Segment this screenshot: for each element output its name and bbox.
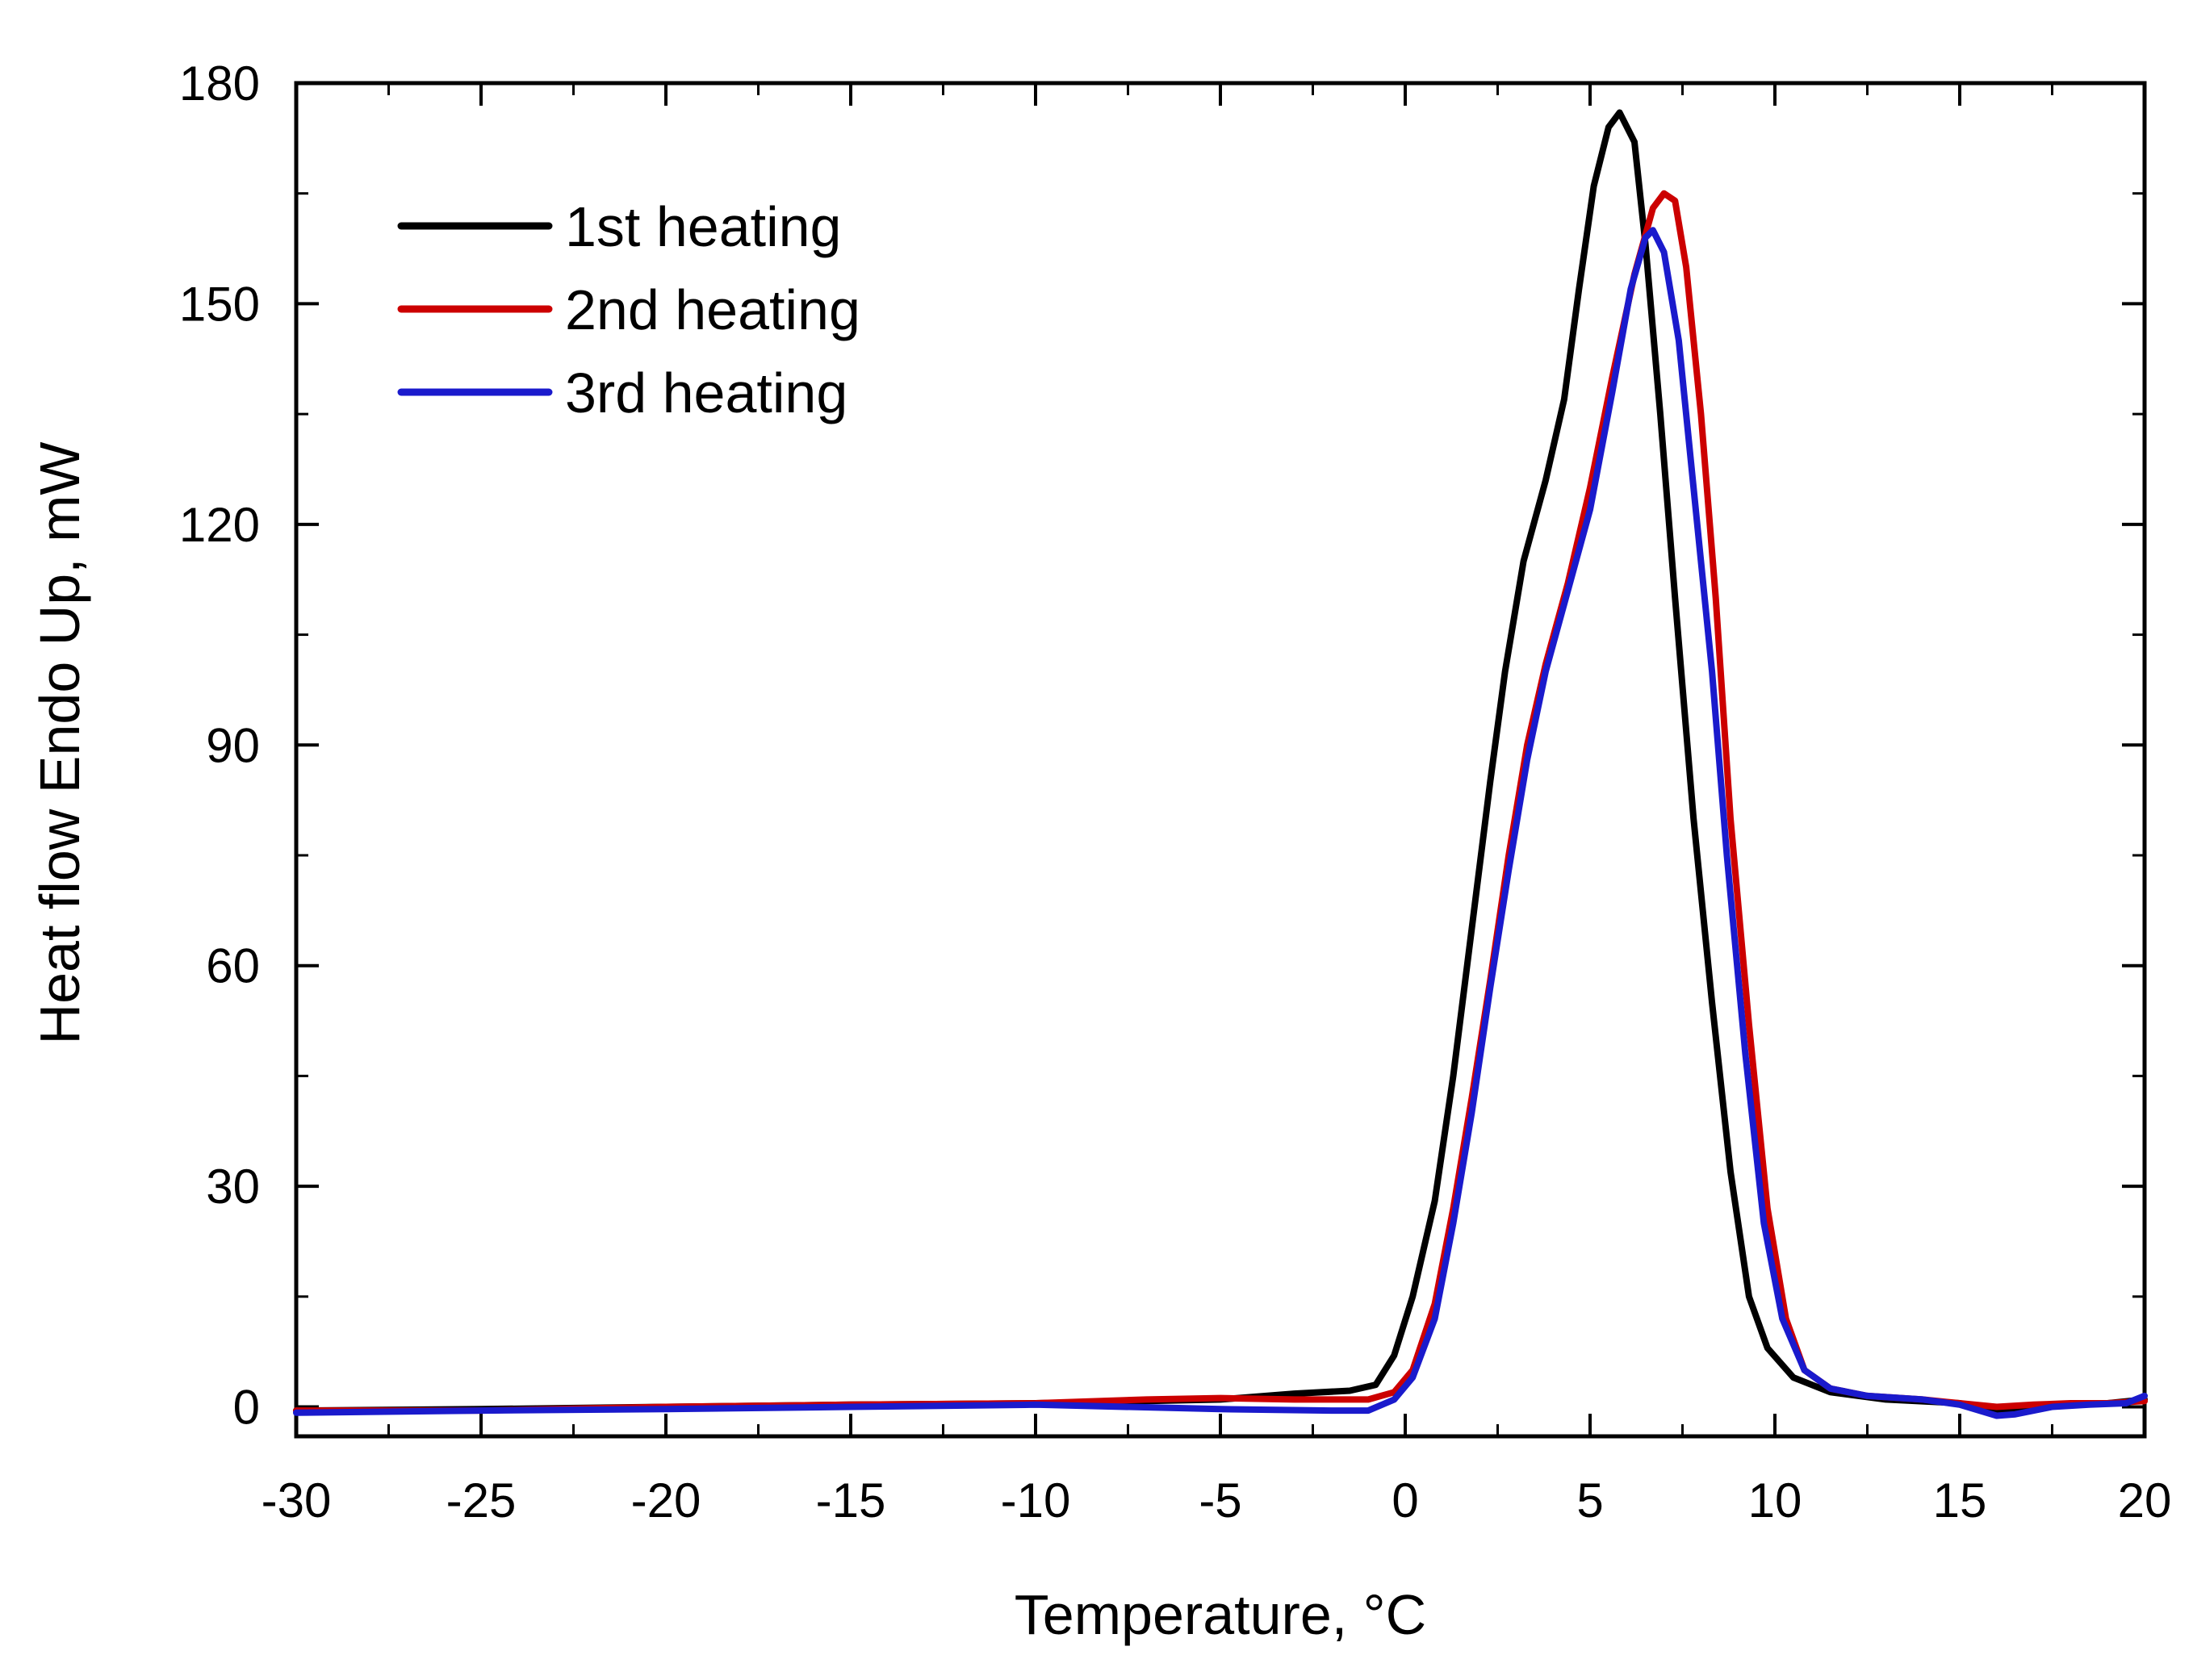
y-tick-label: 90 — [206, 718, 260, 772]
x-tick-label: 10 — [1748, 1473, 1802, 1527]
y-tick-label: 150 — [179, 277, 260, 331]
x-tick-label: -30 — [262, 1473, 332, 1527]
x-tick-label: 5 — [1576, 1473, 1603, 1527]
y-tick-label: 120 — [179, 498, 260, 552]
x-tick-label: -25 — [446, 1473, 517, 1527]
y-tick-label: 180 — [179, 56, 260, 111]
y-tick-label: 30 — [206, 1160, 260, 1214]
y-tick-label: 0 — [233, 1381, 260, 1435]
y-tick-label: 60 — [206, 939, 260, 993]
x-tick-label: 0 — [1392, 1473, 1418, 1527]
x-tick-label: 15 — [1933, 1473, 1987, 1527]
legend-label-1: 1st heating — [565, 195, 841, 258]
x-axis-title: Temperature, °C — [1015, 1583, 1426, 1646]
legend-label-2: 2nd heating — [565, 278, 860, 341]
x-tick-label: -5 — [1199, 1473, 1241, 1527]
y-axis-ticks — [296, 81, 2145, 1409]
x-axis-tick-labels: -30 -25 -20 -15 -10 -5 0 5 10 15 20 — [262, 1473, 2172, 1527]
series-layer — [293, 109, 2148, 1419]
y-axis-title: Heat flow Endo Up, mW — [28, 442, 91, 1045]
x-tick-label: 20 — [2118, 1473, 2172, 1527]
x-tick-label: -10 — [1001, 1473, 1071, 1527]
y-axis-tick-labels: 0 30 60 90 120 150 180 — [179, 56, 260, 1435]
x-axis-ticks — [295, 83, 2146, 1436]
x-tick-label: -20 — [631, 1473, 701, 1527]
legend-label-3: 3rd heating — [565, 361, 847, 424]
series-line-3 — [293, 227, 2148, 1419]
legend: 1st heating 2nd heating 3rd heating — [397, 195, 860, 424]
x-tick-label: -15 — [816, 1473, 886, 1527]
